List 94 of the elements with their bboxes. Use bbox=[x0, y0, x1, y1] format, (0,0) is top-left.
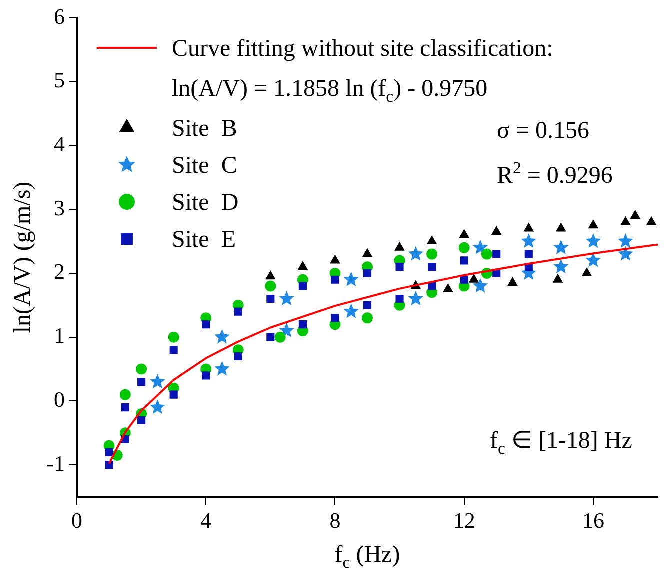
point bbox=[120, 389, 131, 400]
legend-label: Site E bbox=[172, 227, 236, 253]
point bbox=[121, 404, 130, 412]
point bbox=[214, 361, 230, 376]
point bbox=[554, 240, 569, 254]
point bbox=[586, 252, 602, 268]
annotation: σ = 0.156 bbox=[497, 118, 590, 144]
point bbox=[554, 259, 569, 274]
point bbox=[469, 274, 479, 283]
legend-label: Site B bbox=[172, 116, 238, 142]
point bbox=[481, 248, 492, 260]
y-tick-label: 3 bbox=[54, 195, 65, 220]
x-tick-label: 12 bbox=[453, 508, 476, 533]
point bbox=[344, 272, 359, 286]
point bbox=[524, 250, 533, 258]
point bbox=[582, 268, 592, 276]
point bbox=[556, 223, 566, 232]
point bbox=[396, 263, 404, 272]
point bbox=[170, 390, 178, 399]
point bbox=[426, 248, 438, 260]
legend-label: Curve fitting without site classification: bbox=[172, 36, 554, 62]
point bbox=[620, 216, 631, 226]
y-tick-label: 5 bbox=[54, 68, 65, 93]
point bbox=[279, 322, 294, 338]
y-tick-label: 4 bbox=[54, 132, 65, 157]
point bbox=[150, 374, 166, 389]
y-tick-label: -1 bbox=[46, 450, 65, 476]
point bbox=[362, 312, 373, 324]
point bbox=[234, 352, 242, 361]
legend-label: Site D bbox=[172, 190, 239, 216]
point bbox=[266, 271, 276, 280]
point bbox=[396, 294, 404, 304]
point bbox=[214, 329, 230, 344]
point bbox=[492, 250, 501, 258]
point bbox=[428, 282, 436, 290]
y-axis-title: ln(A/V) (g/m/s) bbox=[10, 182, 36, 334]
y-tick-label: 0 bbox=[54, 386, 65, 412]
point bbox=[630, 210, 640, 219]
point bbox=[553, 274, 563, 283]
x-tick-label: 0 bbox=[72, 508, 82, 533]
point bbox=[460, 230, 470, 238]
point bbox=[298, 320, 307, 329]
point bbox=[521, 234, 536, 248]
point bbox=[408, 246, 424, 261]
point bbox=[168, 332, 180, 343]
y-tick-label: 1 bbox=[54, 323, 65, 348]
point bbox=[331, 276, 340, 284]
point bbox=[330, 255, 340, 264]
point bbox=[138, 416, 146, 424]
point bbox=[646, 216, 656, 226]
point bbox=[460, 276, 468, 284]
point bbox=[394, 242, 405, 251]
point bbox=[344, 304, 359, 318]
point bbox=[443, 284, 454, 292]
point bbox=[586, 234, 602, 248]
point bbox=[472, 278, 488, 293]
point bbox=[524, 223, 534, 232]
point bbox=[458, 242, 470, 254]
x-tick-label: 8 bbox=[330, 508, 341, 533]
point bbox=[588, 220, 598, 229]
point bbox=[363, 301, 372, 310]
point bbox=[202, 320, 210, 329]
point bbox=[105, 461, 114, 470]
point bbox=[408, 291, 424, 306]
point bbox=[331, 314, 340, 322]
point bbox=[274, 332, 286, 343]
y-tick-label: 2 bbox=[54, 259, 65, 284]
legend-label: Site C bbox=[172, 153, 238, 179]
point bbox=[234, 308, 242, 316]
x-tick-label: 16 bbox=[582, 508, 604, 533]
point bbox=[508, 278, 518, 286]
point bbox=[138, 378, 146, 386]
point bbox=[298, 282, 307, 290]
point bbox=[298, 262, 308, 270]
point bbox=[618, 234, 634, 248]
point bbox=[492, 226, 502, 235]
point bbox=[279, 291, 294, 306]
point bbox=[428, 263, 436, 272]
point bbox=[618, 246, 634, 261]
point bbox=[363, 269, 372, 278]
y-tick-label: 6 bbox=[54, 4, 65, 29]
point bbox=[105, 448, 114, 456]
point bbox=[362, 248, 372, 258]
point bbox=[427, 236, 437, 245]
point bbox=[265, 280, 276, 292]
point bbox=[266, 333, 275, 342]
point bbox=[472, 240, 488, 254]
point bbox=[266, 294, 275, 304]
x-tick-label: 4 bbox=[200, 508, 212, 533]
point bbox=[136, 364, 148, 375]
point bbox=[460, 256, 468, 265]
point bbox=[202, 372, 210, 380]
point bbox=[170, 346, 178, 354]
point bbox=[150, 400, 166, 414]
